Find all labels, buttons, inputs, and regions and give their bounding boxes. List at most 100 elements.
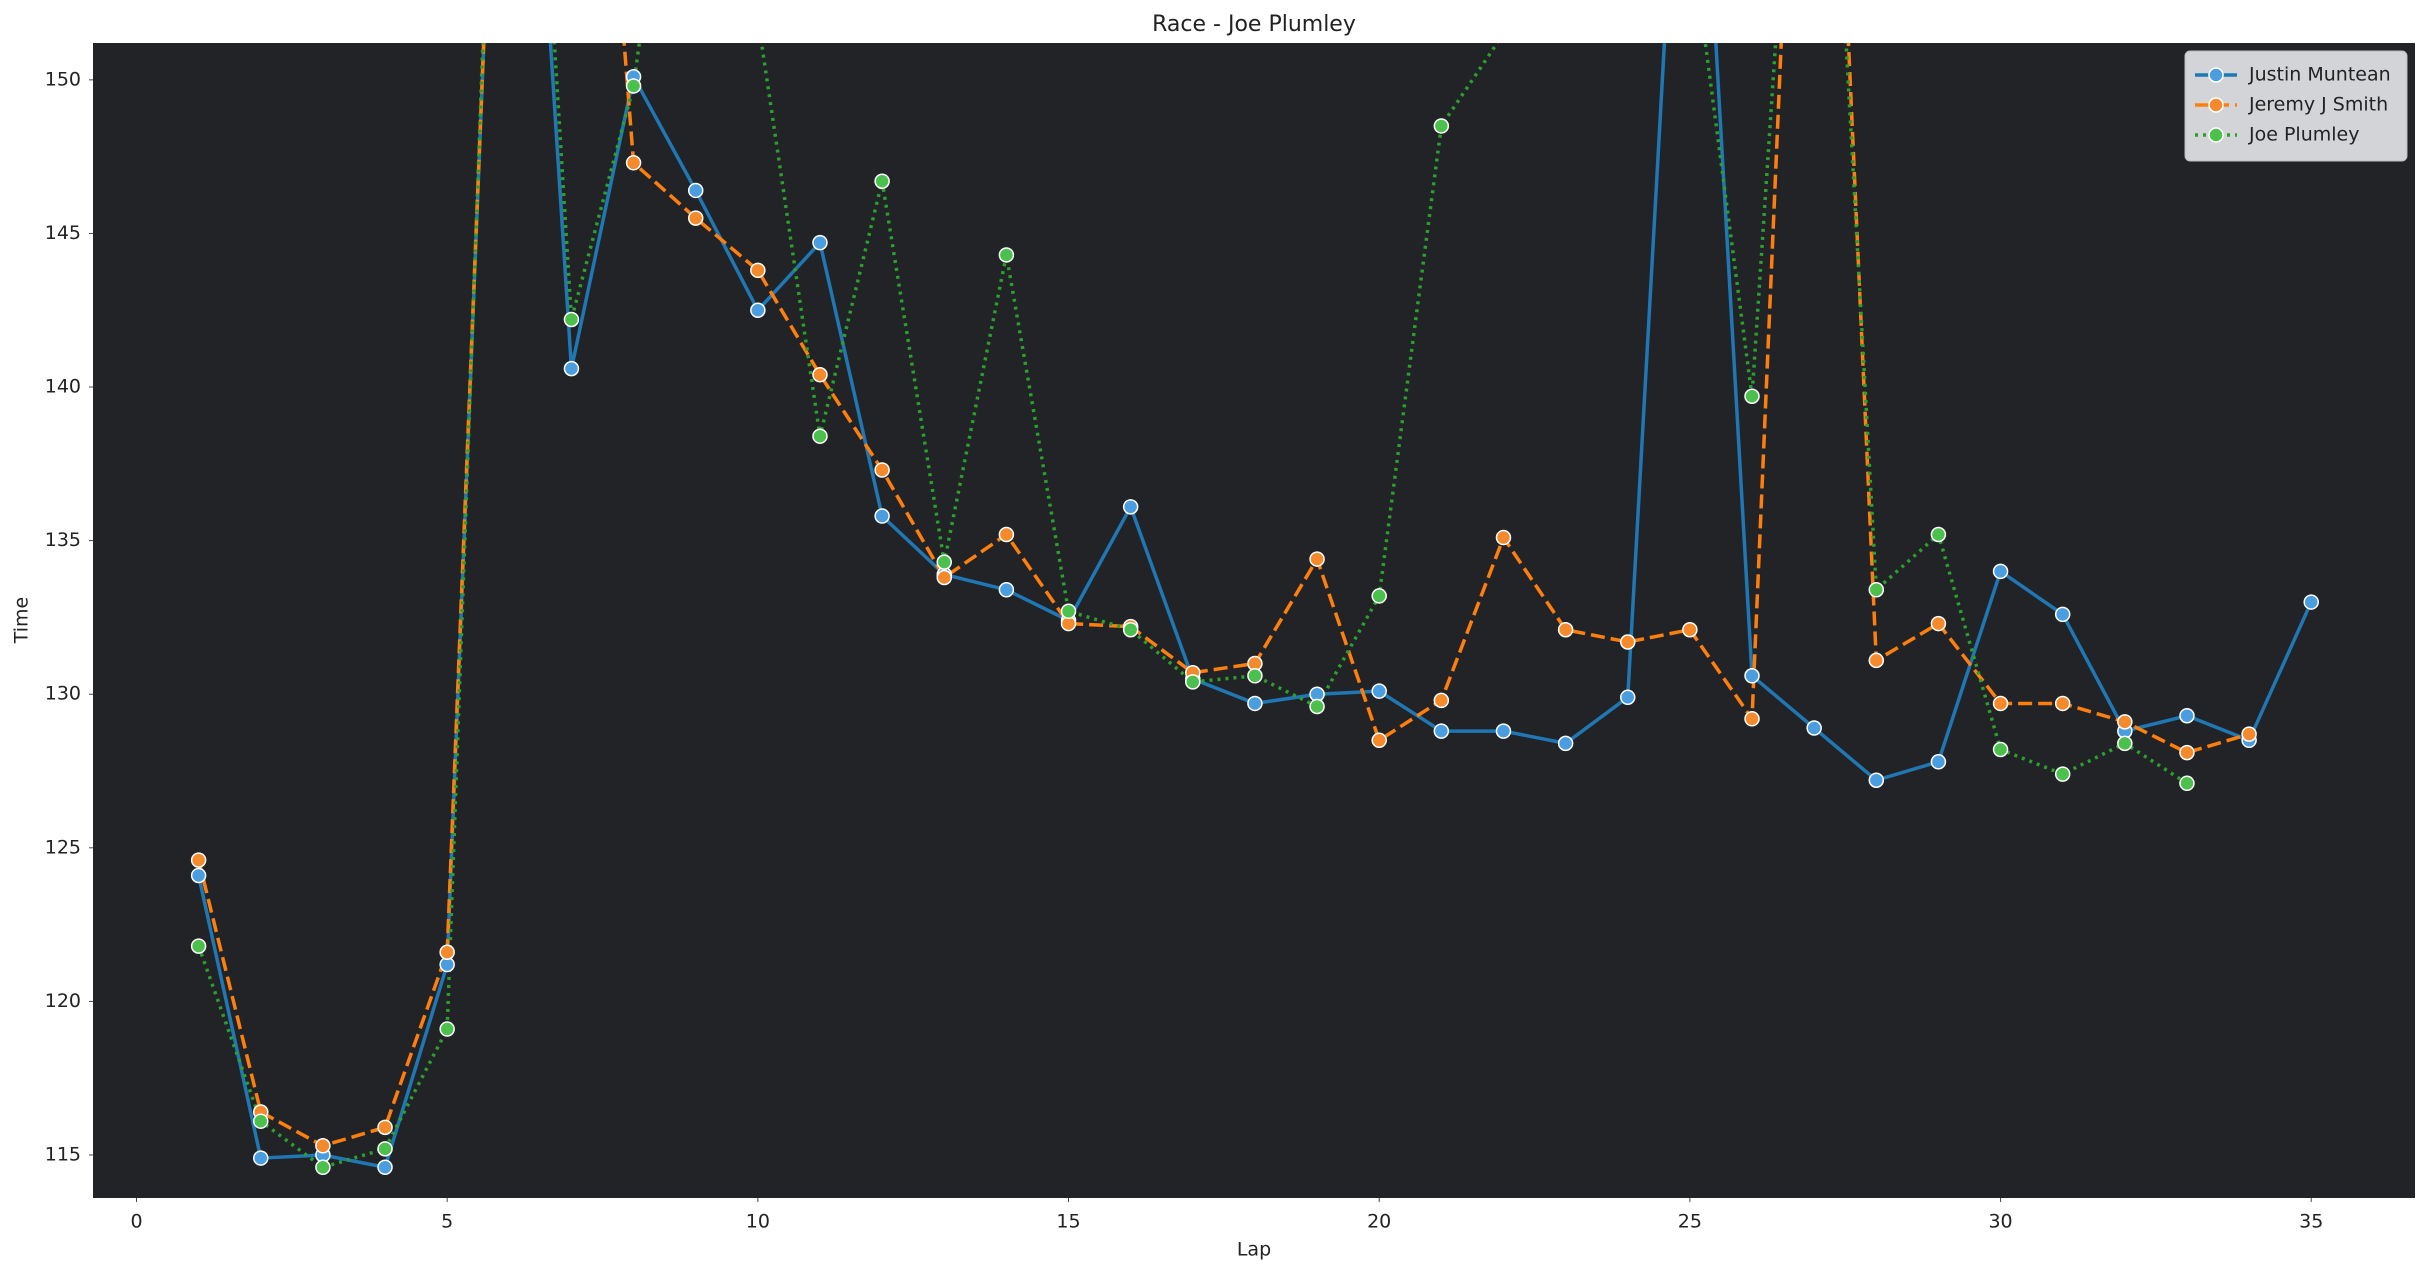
data-point <box>1371 588 1387 604</box>
data-point <box>1433 692 1450 709</box>
data-point <box>1122 621 1139 638</box>
legend-box <box>2184 50 2408 162</box>
legend-label: Justin Muntean <box>2248 64 2391 86</box>
data-point <box>2179 744 2195 761</box>
data-point <box>2054 695 2071 712</box>
data-point <box>315 1159 331 1176</box>
data-point <box>1744 668 1760 684</box>
data-point <box>1309 551 1325 567</box>
x-tick-label: 25 <box>1678 1211 1702 1233</box>
chart-title: Race - Joe Plumley <box>1152 12 1356 37</box>
data-point <box>439 944 455 961</box>
data-point <box>1371 732 1387 749</box>
x-tick-label: 15 <box>1056 1211 1080 1233</box>
data-point <box>812 428 828 444</box>
data-point <box>1309 698 1325 715</box>
plot-background <box>93 43 2415 1198</box>
data-point <box>1868 652 1885 669</box>
data-point <box>874 173 890 189</box>
data-point <box>2241 726 2257 742</box>
data-point <box>377 1159 393 1176</box>
legend-label: Joe Plumley <box>2248 124 2359 146</box>
data-point <box>1557 621 1574 638</box>
data-point <box>1433 118 1450 134</box>
data-point <box>1495 723 1512 739</box>
data-point <box>253 1113 269 1129</box>
data-point <box>687 182 704 199</box>
data-point <box>812 367 828 383</box>
plot-area <box>190 11 2319 1176</box>
data-point <box>1744 388 1760 405</box>
data-point <box>2179 775 2195 792</box>
data-point <box>1992 563 2009 580</box>
data-point <box>439 1021 455 1037</box>
data-point <box>190 852 207 868</box>
legend-marker <box>2208 127 2224 143</box>
data-point <box>1122 499 1139 515</box>
x-tick-label: 5 <box>441 1211 453 1233</box>
x-tick-label: 35 <box>2299 1211 2323 1233</box>
x-axis-label: Lap <box>1237 1239 1271 1261</box>
data-point <box>2054 606 2071 623</box>
data-point <box>253 1150 269 1166</box>
data-point <box>1744 711 1760 727</box>
data-point <box>812 234 828 251</box>
data-point <box>315 1138 331 1154</box>
data-point <box>1557 735 1574 752</box>
data-point <box>190 938 207 954</box>
data-point <box>563 360 580 377</box>
data-point <box>1992 695 2009 712</box>
data-point <box>1496 27 1510 41</box>
data-point <box>936 569 953 586</box>
data-point <box>2054 766 2071 782</box>
x-tick-label: 0 <box>130 1211 142 1233</box>
data-point <box>1060 603 1077 620</box>
y-tick-label: 125 <box>45 836 81 858</box>
data-point <box>1930 526 1947 543</box>
data-point <box>1930 615 1947 632</box>
data-point <box>377 1141 393 1157</box>
x-tick-label: 30 <box>1988 1211 2012 1233</box>
data-point <box>874 462 890 478</box>
data-point <box>1619 689 1636 706</box>
data-point <box>625 155 642 171</box>
data-point <box>1806 720 1822 736</box>
data-point <box>1495 529 1512 546</box>
series-line <box>196 43 2250 1148</box>
data-point <box>625 78 642 94</box>
data-point <box>936 554 953 570</box>
data-point <box>1247 695 1263 712</box>
data-point <box>2117 714 2133 730</box>
data-point <box>1619 634 1636 650</box>
legend-label: Jeremy J Smith <box>2248 94 2388 116</box>
x-tick-label: 10 <box>746 1211 770 1233</box>
data-point <box>2179 707 2195 724</box>
data-point <box>998 582 1015 598</box>
data-point <box>1247 668 1263 684</box>
data-point <box>2117 735 2133 752</box>
y-tick-label: 145 <box>45 222 81 244</box>
data-point <box>750 262 766 279</box>
data-point <box>2303 594 2319 610</box>
y-tick-label: 140 <box>45 376 81 398</box>
data-point <box>1992 741 2009 758</box>
y-axis-label: Time <box>11 597 33 645</box>
data-point <box>1682 621 1698 638</box>
data-point <box>1868 772 1885 788</box>
data-point <box>874 508 890 524</box>
data-point <box>190 867 207 884</box>
data-point <box>751 11 765 25</box>
y-tick-label: 135 <box>45 529 81 551</box>
data-point <box>1433 723 1450 739</box>
data-point <box>377 1119 393 1136</box>
data-point <box>750 302 766 318</box>
y-tick-label: 115 <box>45 1143 81 1165</box>
legend-marker <box>2208 67 2224 83</box>
data-point <box>687 210 704 226</box>
data-point <box>998 247 1015 263</box>
data-point <box>1868 582 1885 598</box>
data-point <box>1371 683 1387 699</box>
y-tick-label: 130 <box>45 683 81 705</box>
data-point <box>998 526 1015 543</box>
